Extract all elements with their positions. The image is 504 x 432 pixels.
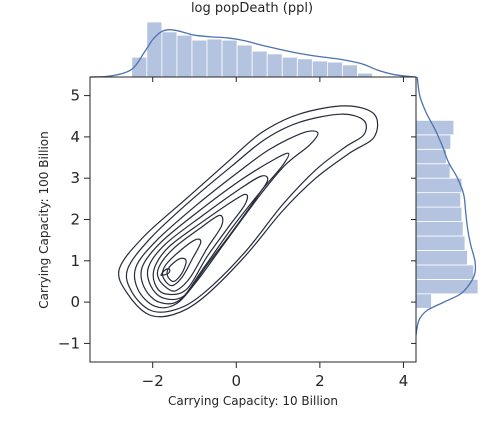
x-axis-label: Carrying Capacity: 10 Billion [168, 394, 338, 408]
right-histogram-bar [415, 163, 451, 179]
top-histogram-bar [221, 39, 238, 78]
top-histogram-bar [176, 34, 193, 78]
top-marginal-histogram [89, 21, 417, 78]
x-tick-label: 0 [232, 372, 242, 390]
kde-contour-level-5 [146, 175, 269, 301]
kde-contour-level-6 [152, 193, 249, 296]
top-histogram-bar [146, 21, 163, 78]
kde-contour-level-1 [118, 105, 379, 318]
right-histogram-bar [415, 250, 468, 266]
top-histogram-bar [251, 50, 268, 78]
top-histogram-bar [326, 61, 343, 78]
right-histogram-bar [415, 119, 455, 136]
top-histogram-bar [236, 44, 253, 78]
top-histogram-bar [266, 53, 283, 78]
y-tick-label: 5 [70, 87, 80, 105]
right-histogram-bar [415, 278, 479, 295]
top-histogram-bar [206, 38, 223, 78]
kde-contours [118, 105, 379, 318]
right-marginal-histogram [415, 76, 479, 336]
y-tick-label: 2 [70, 211, 80, 229]
y-tick-label: 0 [70, 293, 80, 311]
right-histogram-bar [415, 134, 452, 150]
right-histogram-bar [415, 293, 432, 309]
right-histogram-bar [415, 206, 463, 222]
kde-contour-level-4 [140, 152, 290, 305]
x-tick-label: 4 [399, 372, 409, 390]
kde-contour-level-7 [156, 214, 224, 292]
right-histogram-bar [415, 177, 463, 194]
x-tick-label: 2 [315, 372, 325, 390]
top-histogram-bar [191, 39, 208, 78]
y-tick-label: 4 [70, 128, 80, 146]
kde-contour-level-2 [125, 113, 367, 313]
top-histogram-bar [281, 56, 298, 78]
right-histogram-bar [415, 235, 466, 251]
top-histogram-bar [161, 31, 178, 78]
x-tick-label: −2 [142, 372, 164, 390]
y-tick-label: 1 [70, 252, 80, 270]
top-histogram-bar [357, 72, 373, 78]
right-histogram-bar [415, 221, 464, 237]
right-histogram-bar [415, 192, 462, 208]
plot-frame [89, 76, 417, 363]
top-histogram-bar [311, 60, 328, 78]
y-axis-label: Carrying Capacity: 100 Billion [37, 131, 51, 309]
right-histogram-bar [415, 264, 475, 280]
chart-title: log popDeath (ppl) [191, 1, 313, 16]
right-histogram-bar [415, 148, 447, 165]
y-tick-label: 3 [70, 169, 80, 187]
top-histogram-bar [296, 58, 313, 78]
kde-contour-level-8 [161, 238, 202, 287]
top-kde-line [89, 29, 417, 78]
axes-frame [89, 76, 417, 363]
top-histogram-bar [342, 64, 358, 78]
y-tick-label: −1 [58, 334, 80, 352]
tick-marks: −2 0 2 4 −1 0 1 2 3 4 5 [58, 77, 416, 390]
kde-contour-level-10 [160, 268, 171, 276]
kde-contour-level-3 [133, 130, 319, 309]
right-kde-line [415, 76, 477, 336]
kde-contour-level-9 [166, 257, 187, 283]
